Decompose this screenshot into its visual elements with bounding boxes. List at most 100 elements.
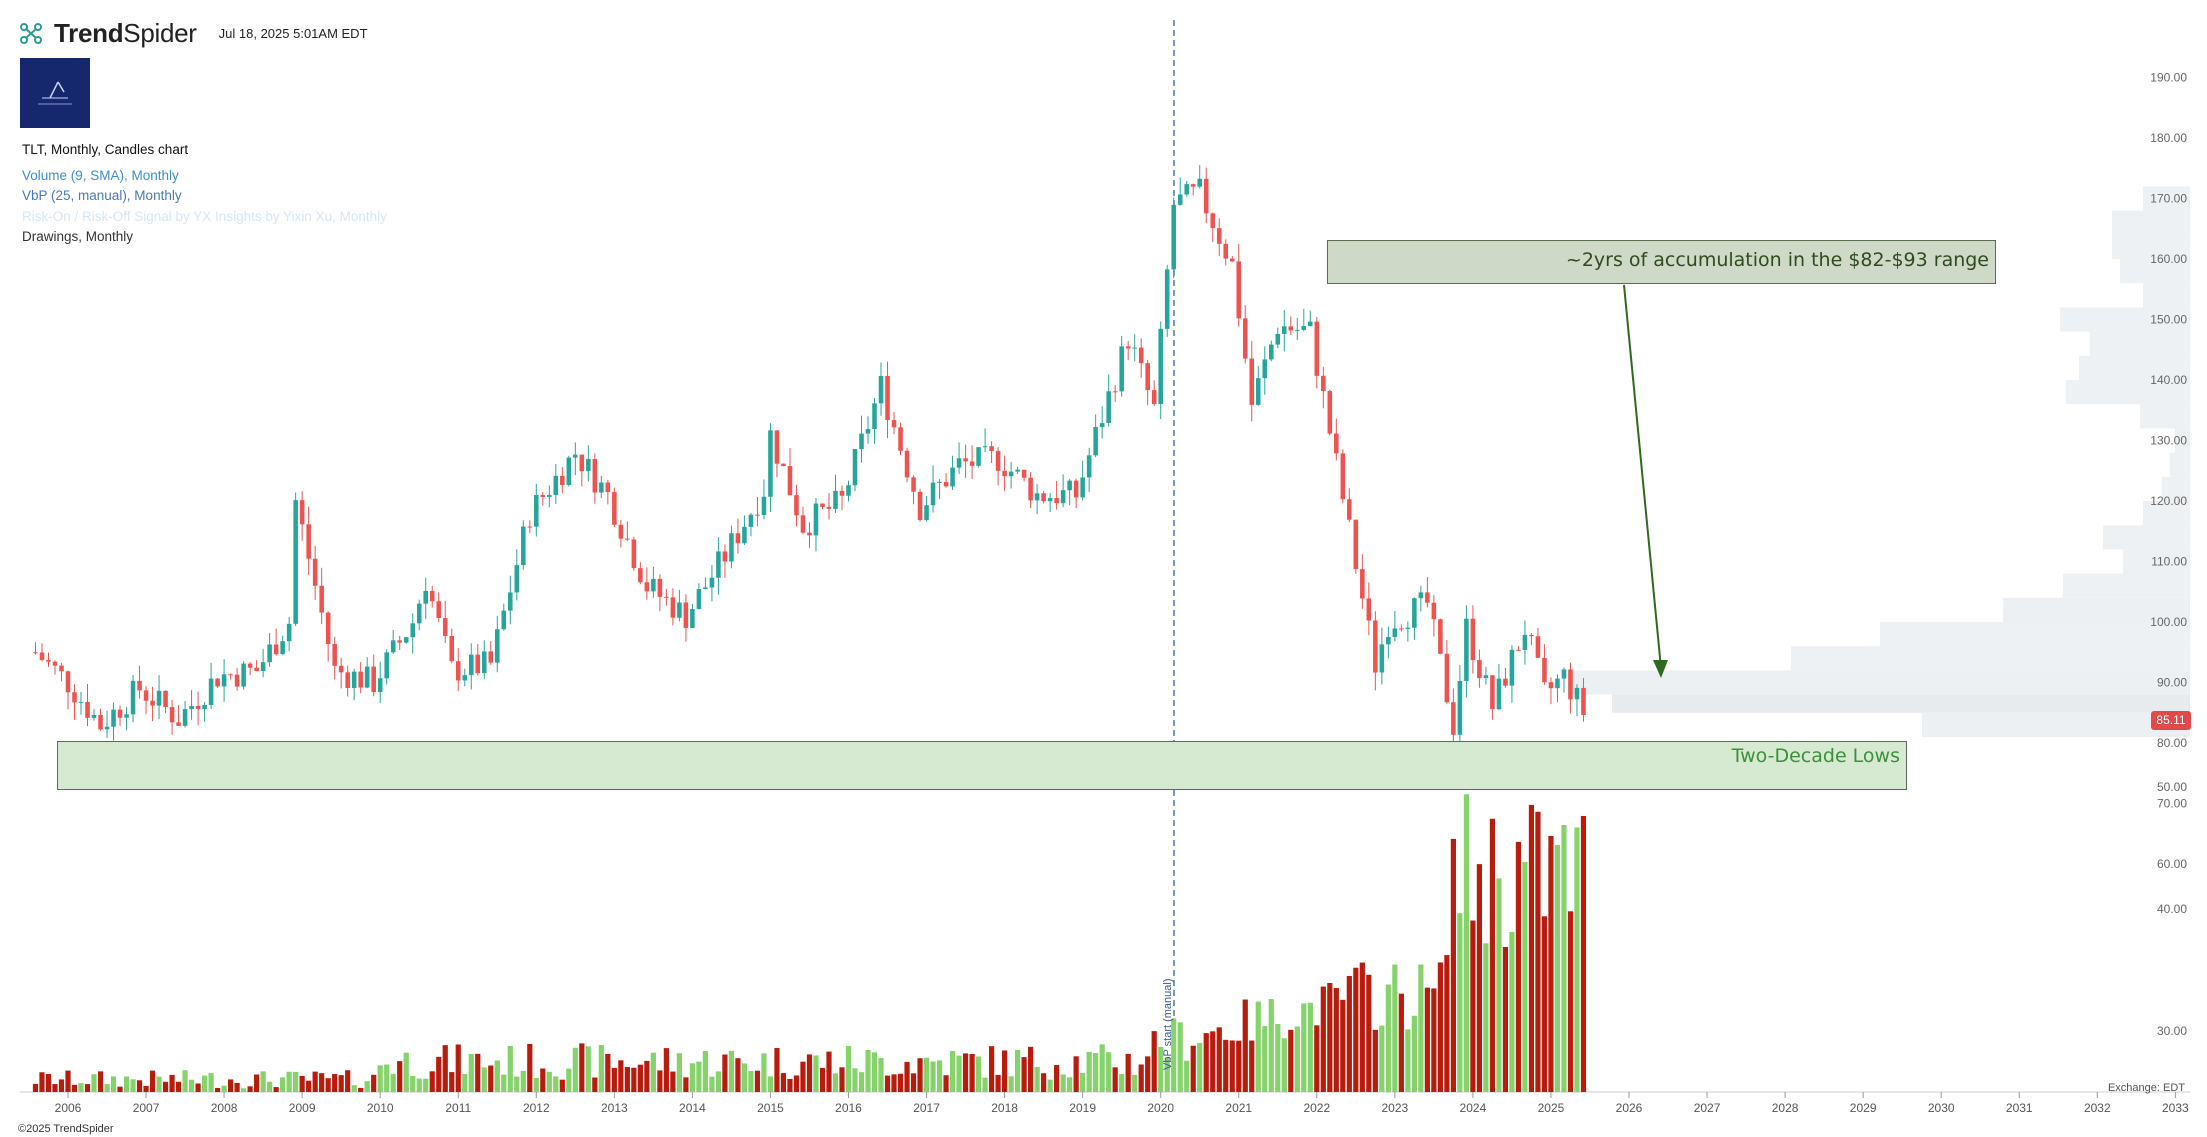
volume-bar	[130, 1079, 136, 1092]
candle-body	[735, 533, 741, 544]
candle-body	[1028, 477, 1033, 501]
vbp-row	[2112, 210, 2190, 235]
volume-bar	[852, 1068, 858, 1092]
candle-body	[1457, 680, 1463, 735]
vbp-row	[2079, 355, 2190, 380]
volume-bar	[280, 1077, 286, 1092]
candle-body	[1353, 519, 1359, 570]
candle-body	[163, 690, 168, 708]
candle-body	[1034, 493, 1040, 501]
candle-body	[1145, 363, 1150, 391]
volume-bar	[637, 1064, 643, 1092]
volume-bar	[429, 1071, 435, 1092]
volume-bar	[663, 1048, 669, 1092]
time-tick-label: 2032	[2084, 1101, 2111, 1115]
legend-volume[interactable]: Volume (9, SMA), Monthly	[22, 167, 179, 183]
volume-bar	[1548, 835, 1554, 1092]
volume-bar	[319, 1073, 325, 1092]
volume-bar	[631, 1067, 637, 1092]
volume-bar	[618, 1060, 624, 1092]
candle-body	[943, 481, 949, 487]
legend-drawings[interactable]: Drawings, Monthly	[22, 229, 134, 244]
volume-bar	[1132, 1074, 1138, 1092]
candle-body	[573, 454, 578, 458]
candle-body	[937, 481, 942, 483]
volume-bar	[1307, 1002, 1313, 1092]
vbp-row	[1571, 670, 2190, 695]
candle-body	[722, 551, 728, 562]
price-tick-label: 120.00	[2150, 494, 2187, 508]
candle-body	[1581, 687, 1586, 715]
candle-body	[1321, 375, 1326, 391]
two-decade-lows-zone[interactable]: Two-Decade Lows	[57, 741, 1907, 790]
volume-bar	[175, 1081, 182, 1092]
volume-bar	[501, 1074, 507, 1092]
volume-bar	[767, 1076, 774, 1092]
candle-body	[1197, 178, 1203, 187]
candle-body	[1275, 333, 1281, 345]
volume-bar	[780, 1073, 787, 1092]
candle-body	[208, 678, 214, 705]
candle-body	[1555, 678, 1560, 689]
volume-bar	[514, 1076, 520, 1092]
candle-body	[468, 654, 474, 676]
volume-bars	[32, 794, 1587, 1092]
vbp-row	[2162, 476, 2190, 501]
volume-bar	[1028, 1046, 1034, 1092]
volume-bar	[793, 1075, 800, 1092]
volume-bar	[494, 1060, 500, 1092]
volume-bar	[956, 1055, 962, 1092]
candle-body	[885, 375, 890, 421]
candle-body	[956, 458, 962, 468]
volume-bar	[1086, 1051, 1092, 1092]
candle-body	[215, 678, 220, 687]
candle-body	[1347, 499, 1352, 520]
volume-bar	[891, 1074, 897, 1092]
volume-bar	[1015, 1049, 1021, 1092]
candle-body	[592, 459, 598, 493]
volume-bar	[644, 1060, 650, 1092]
price-tick-label: 130.00	[2150, 434, 2187, 448]
candle-body	[560, 475, 565, 486]
volume-bar	[1483, 943, 1489, 1092]
volume-bar	[1080, 1072, 1086, 1092]
legend-vbp[interactable]: VbP (25, manual), Monthly	[22, 188, 182, 203]
volume-bar	[78, 1083, 84, 1092]
volume-bar	[943, 1075, 949, 1092]
volume-bar	[1288, 1029, 1294, 1092]
volume-bar	[1275, 1023, 1281, 1092]
volume-bar	[592, 1077, 598, 1092]
volume-bar	[689, 1063, 696, 1092]
candle-body	[716, 551, 721, 578]
legend-main-series[interactable]: TLT, Monthly, Candles chart	[22, 142, 189, 157]
volume-bar	[897, 1073, 904, 1092]
volume-bar	[1281, 1038, 1287, 1092]
volume-bar	[1093, 1053, 1099, 1092]
price-tick-label: 80.00	[2157, 736, 2187, 750]
candle-body	[1171, 204, 1176, 270]
volume-bar	[683, 1077, 689, 1092]
candle-body	[813, 503, 819, 536]
candle-body	[690, 608, 695, 628]
volume-tick-label: 50.00	[2157, 780, 2187, 794]
accumulation-annotation[interactable]: ~2yrs of accumulation in the $82-$93 ran…	[1327, 240, 1996, 284]
volume-by-price-profile	[1571, 186, 2190, 737]
volume-bar	[397, 1061, 403, 1092]
candle-body	[742, 526, 747, 544]
exchange-label: Exchange: EDT	[2107, 1082, 2185, 1094]
volume-bar	[930, 1061, 936, 1092]
candle-body	[989, 446, 994, 452]
volume-bar	[1138, 1064, 1144, 1092]
volume-bar	[741, 1063, 748, 1092]
legend-signal[interactable]: Risk-On / Risk-Off Signal by YX Insights…	[22, 208, 387, 224]
candlesticks	[33, 165, 1586, 749]
candle-body	[1477, 660, 1482, 679]
time-tick-label: 2006	[55, 1101, 82, 1115]
candle-body	[46, 660, 51, 662]
volume-bar	[949, 1050, 956, 1092]
vbp-row	[2063, 573, 2190, 598]
vbp-row	[2103, 525, 2190, 550]
vbp-row	[2060, 307, 2190, 332]
volume-bar	[1541, 916, 1548, 1092]
